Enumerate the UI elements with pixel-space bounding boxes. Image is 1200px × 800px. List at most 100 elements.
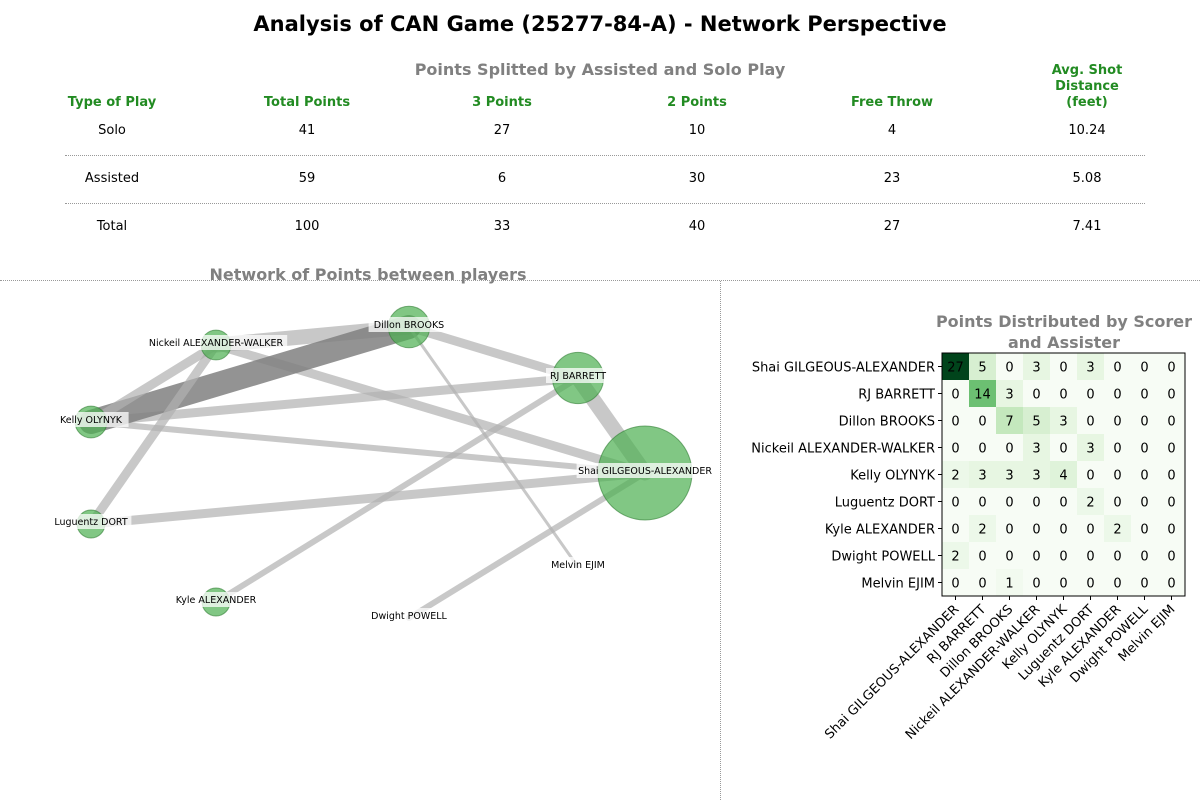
heatmap-title: Points Distributed by Scorer and Assiste… [935,312,1193,352]
heatmap-value-label: 0 [1113,577,1121,592]
heatmap-cell [1023,407,1050,434]
heatmap-value-label: 2 [1086,496,1094,511]
table-row-divider [65,155,1145,156]
heatmap-value-label: 0 [1140,388,1148,403]
heatmap-value-label: 0 [1113,442,1121,457]
network-node-label: Dillon BROOKS [374,320,444,331]
heatmap-value-label: 0 [1167,577,1175,592]
heatmap-value-label: 0 [951,442,959,457]
heatmap-cell [996,380,1023,407]
heatmap-cell [1077,434,1104,461]
heatmap-value-label: 0 [1140,523,1148,538]
network-chart: Shai GILGEOUS-ALEXANDER RJ BARRETT Dillon … [53,305,713,623]
network-node-label: Luguentz DORT [54,517,127,528]
heatmap-value-label: 2 [978,523,986,538]
heatmap-value-label: 0 [1167,496,1175,511]
heatmap-cell [1131,353,1158,380]
heatmap-cell [1077,380,1104,407]
heatmap-cell [1158,380,1185,407]
heatmap-cell [969,434,996,461]
heatmap-value-label: 0 [978,577,986,592]
heatmap-cell [969,407,996,434]
heatmap-value-label: 0 [1086,388,1094,403]
vertical-divider [720,281,721,800]
heatmap-cell [1158,434,1185,461]
heatmap-cell [1104,380,1131,407]
heatmap-cell [1104,461,1131,488]
heatmap-value-label: 5 [1032,415,1040,430]
heatmap-cell [942,380,969,407]
heatmap-value-label: 0 [1005,361,1013,376]
heatmap-cell [942,461,969,488]
heatmap-row-label: RJ BARRETT [858,388,935,403]
heatmap-value-label: 0 [1059,523,1067,538]
heatmap-cell [1050,515,1077,542]
heatmap-value-label: 4 [1059,469,1067,484]
heatmap-value-label: 3 [1005,469,1013,484]
heatmap-cell [1023,353,1050,380]
heatmap-value-label: 0 [1005,523,1013,538]
heatmap-cell [1158,353,1185,380]
network-label-bg [546,368,610,383]
table-cell: Solo [98,123,126,138]
network-label-bg [144,335,288,350]
heatmap-cell [996,461,1023,488]
heatmap-value-label: 0 [1059,388,1067,403]
network-label-bg [368,317,450,332]
heatmap-cell [942,488,969,515]
network-node-label: Shai GILGEOUS-ALEXANDER [578,466,712,477]
horizontal-divider [0,280,1200,281]
heatmap-row-label: Shai GILGEOUS-ALEXANDER [752,361,935,376]
heatmap-cell [1050,461,1077,488]
table-header: Type of Play [67,95,157,110]
heatmap-value-label: 0 [1140,469,1148,484]
heatmap-cell [969,488,996,515]
heatmap-value-label: 3 [978,469,986,484]
network-edge [86,468,650,529]
heatmap-cell [969,380,996,407]
table-header: Avg. Shot Distance (feet) [1051,63,1123,110]
heatmap-cell [1050,488,1077,515]
heatmap-value-label: 1 [1005,577,1013,592]
heatmap-value-label: 0 [1005,442,1013,457]
heatmap-value-label: 0 [951,415,959,430]
network-edge [79,315,421,434]
network-edge [88,419,648,476]
network-edge [407,325,580,569]
table-cell: 7.41 [1072,219,1102,234]
heatmap-cell [969,515,996,542]
network-node-label: RJ BARRETT [550,371,606,382]
heatmap-cell [1131,380,1158,407]
table-cell: 6 [497,171,507,186]
network-label-bg [53,412,129,427]
heatmap-row-label: Kyle ALEXANDER [825,523,935,538]
network-edge [213,375,581,605]
heatmap-value-label: 0 [1032,496,1040,511]
heatmap-cell [1158,542,1185,569]
heatmap-cell [969,461,996,488]
network-label-bg [172,592,260,607]
heatmap-cell [942,434,969,461]
heatmap-cell [969,353,996,380]
network-node-label: Nickeil ALEXANDER-WALKER [149,338,284,349]
heatmap-cell [1104,542,1131,569]
heatmap-value-label: 2 [951,469,959,484]
heatmap-cell [1077,461,1104,488]
heatmap-cell [1050,353,1077,380]
heatmap-value-label: 0 [1113,550,1121,565]
heatmap-value-label: 0 [1059,442,1067,457]
heatmap-value-label: 0 [1032,550,1040,565]
heatmap-cell [1104,515,1131,542]
heatmap-cell [1104,407,1131,434]
page-title: Analysis of CAN Game (25277-84-A) - Netw… [253,12,947,36]
heatmap-value-label: 3 [1032,442,1040,457]
heatmap-value-label: 0 [1086,577,1094,592]
heatmap-value-label: 0 [1086,469,1094,484]
network-label-bg [368,608,450,623]
heatmap-value-label: 0 [1005,496,1013,511]
heatmap-value-label: 0 [1140,415,1148,430]
heatmap-cell [969,569,996,596]
heatmap-row-label: Kelly OLYNYK [850,469,935,484]
heatmap-cell [1131,488,1158,515]
